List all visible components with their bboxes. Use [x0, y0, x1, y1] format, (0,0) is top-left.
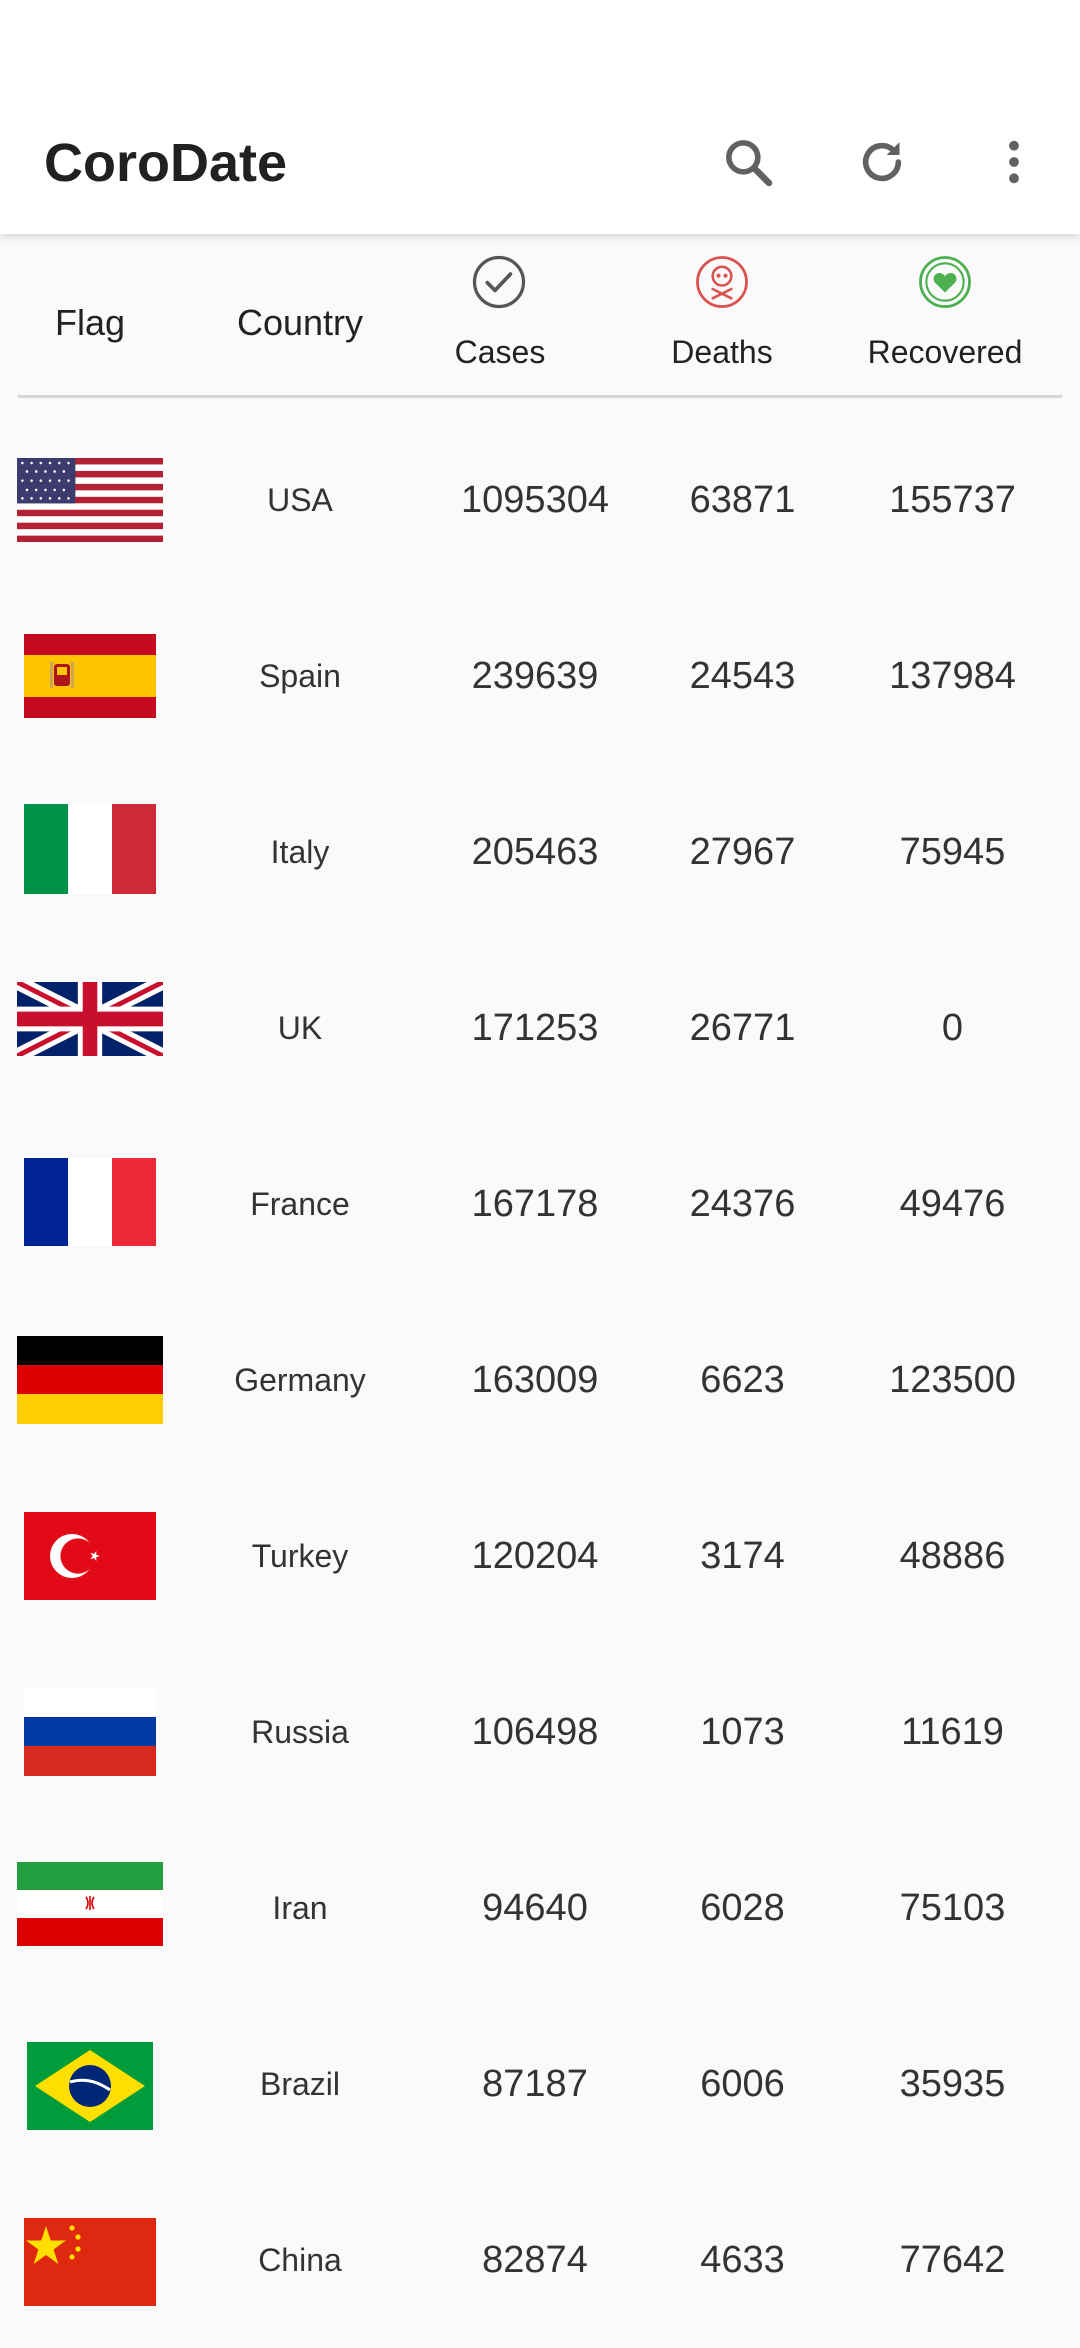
status-bar	[0, 0, 1080, 84]
table-row[interactable]: Turkey 120204 3174 48886	[0, 1468, 1080, 1644]
heart-icon	[919, 256, 971, 308]
header-cases: Cases	[454, 334, 546, 370]
cases-value: 106498	[471, 1711, 599, 1753]
cases-value: 239639	[471, 655, 599, 697]
country-name: Spain	[259, 658, 341, 694]
deaths-value: 63871	[689, 479, 796, 521]
deaths-value: 6623	[700, 1359, 785, 1401]
header-recovered: Recovered	[867, 334, 1023, 370]
turkey-flag	[24, 1512, 156, 1600]
country-name: Turkey	[251, 1538, 349, 1574]
country-name: Brazil	[259, 2066, 340, 2102]
country-name: Italy	[270, 834, 330, 870]
deaths-value: 6028	[700, 1887, 785, 1929]
spain-flag	[24, 634, 156, 718]
brazil-flag	[27, 2042, 153, 2130]
deaths-value: 27967	[689, 831, 796, 873]
cases-value: 1095304	[461, 479, 609, 521]
refresh-icon[interactable]	[840, 120, 924, 204]
recovered-value: 75103	[899, 1887, 1006, 1929]
country-name: Russia	[251, 1714, 349, 1750]
skull-icon	[696, 256, 748, 308]
country-list: USA 1095304 63871 155737 Spain 239639 24…	[0, 412, 1080, 2348]
usa-flag	[17, 458, 163, 542]
country-name: UK	[277, 1010, 323, 1046]
recovered-value: 0	[941, 1007, 964, 1049]
uk-flag	[17, 982, 163, 1056]
cases-value: 163009	[471, 1359, 599, 1401]
cases-value: 120204	[471, 1535, 599, 1577]
table-row[interactable]: France 167178 24376 49476	[0, 1116, 1080, 1292]
table-row[interactable]: China 82874 4633 77642	[0, 2172, 1080, 2348]
recovered-value: 49476	[899, 1183, 1006, 1225]
country-name: Iran	[272, 1890, 328, 1926]
app-title: CoroDate	[44, 133, 288, 193]
search-icon[interactable]	[706, 120, 790, 204]
deaths-value: 1073	[700, 1711, 785, 1753]
italy-flag	[24, 804, 156, 894]
cases-value: 205463	[471, 831, 599, 873]
header-flag: Flag	[54, 302, 126, 343]
table-row[interactable]: Germany 163009 6623 123500	[0, 1292, 1080, 1468]
france-flag	[24, 1158, 156, 1246]
country-name: USA	[267, 482, 333, 518]
check-circle-icon	[472, 255, 526, 309]
table-row[interactable]: Italy 205463 27967 75945	[0, 764, 1080, 940]
recovered-value: 11619	[901, 1711, 1004, 1753]
recovered-value: 155737	[889, 479, 1016, 521]
country-name: China	[258, 2242, 342, 2278]
recovered-value: 75945	[899, 831, 1006, 873]
deaths-value: 26771	[689, 1007, 796, 1049]
header-divider	[18, 395, 1062, 398]
app-bar: CoroDate	[0, 84, 1080, 234]
cases-value: 167178	[471, 1183, 599, 1225]
deaths-value: 24376	[689, 1183, 796, 1225]
country-name: France	[250, 1186, 350, 1222]
deaths-value: 4633	[700, 2239, 785, 2281]
cases-value: 87187	[482, 2063, 588, 2105]
iran-flag	[17, 1862, 163, 1946]
recovered-value: 35935	[899, 2063, 1006, 2105]
recovered-value: 77642	[899, 2239, 1006, 2281]
table-row[interactable]: Russia 106498 1073 11619	[0, 1644, 1080, 1820]
deaths-value: 24543	[689, 655, 796, 697]
cases-value: 82874	[482, 2239, 588, 2281]
header-deaths: Deaths	[671, 334, 773, 370]
table-row[interactable]: Iran 94640 6028 75103	[0, 1820, 1080, 1996]
table-row[interactable]: Spain 239639 24543 137984	[0, 588, 1080, 764]
deaths-value: 3174	[700, 1535, 785, 1577]
recovered-value: 123500	[889, 1359, 1016, 1401]
recovered-value: 137984	[889, 655, 1016, 697]
table-row[interactable]: UK 171253 26771 0	[0, 940, 1080, 1116]
more-vert-icon[interactable]	[972, 120, 1056, 204]
cases-value: 171253	[471, 1007, 599, 1049]
cases-value: 94640	[482, 1887, 588, 1929]
table-row[interactable]: USA 1095304 63871 155737	[0, 412, 1080, 588]
table-row[interactable]: Brazil 87187 6006 35935	[0, 1996, 1080, 2172]
header-country: Country	[236, 302, 364, 343]
recovered-value: 48886	[899, 1535, 1006, 1577]
table-header: Flag Country Cases Deaths Recovered	[0, 234, 1080, 397]
country-name: Germany	[234, 1362, 366, 1398]
germany-flag	[17, 1336, 163, 1424]
deaths-value: 6006	[700, 2063, 785, 2105]
russia-flag	[24, 1688, 156, 1776]
china-flag	[24, 2218, 156, 2306]
